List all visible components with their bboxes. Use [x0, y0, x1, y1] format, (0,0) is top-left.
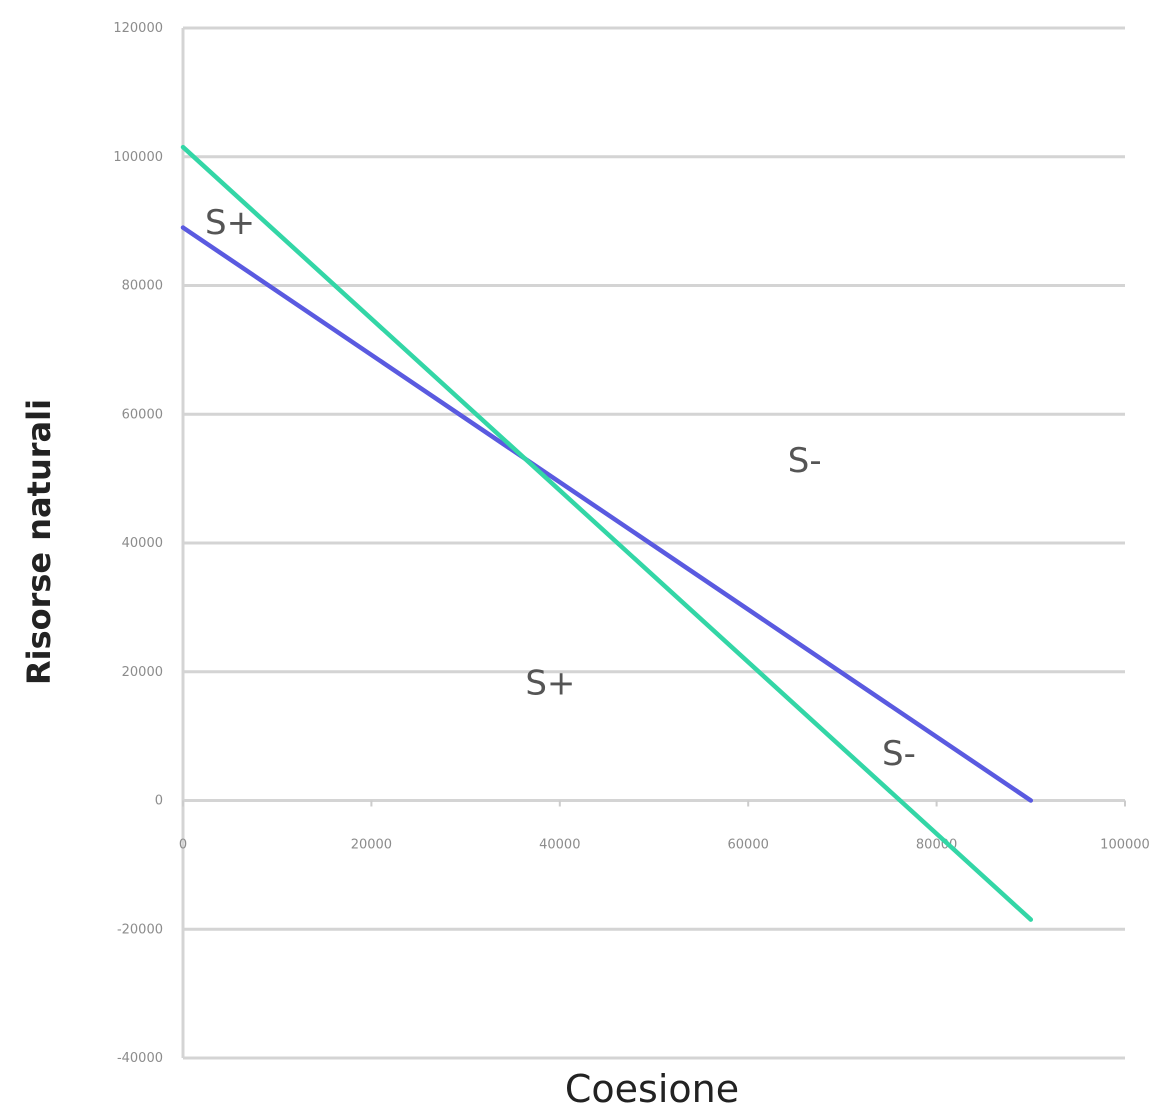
y-axis-title: Risorse naturali [20, 399, 58, 685]
series-lines [180, 144, 1034, 922]
region-label: S+ [205, 203, 255, 243]
y-tick-label: 60000 [122, 407, 163, 422]
x-axis-title: Coesione [565, 1067, 739, 1111]
tick-labels: -40000 -20000 0 20000 40000 60000 80000 100000 1… [113, 21, 1149, 1066]
region-label: S- [788, 441, 822, 481]
series-line-2 [180, 144, 1034, 922]
gridlines [183, 26, 1125, 1060]
region-label: S+ [525, 663, 575, 703]
y-tick-label: 100000 [113, 150, 163, 165]
x-tick-label: 40000 [539, 838, 580, 853]
x-tick-label: 60000 [728, 838, 769, 853]
series-line-1 [180, 225, 1034, 803]
y-tick-label: 80000 [122, 279, 163, 294]
y-tick-label: -40000 [117, 1051, 163, 1066]
y-tick-label: 0 [155, 794, 163, 809]
axes [181, 28, 1126, 1058]
y-tick-label: 40000 [122, 536, 163, 551]
x-tick-label: 100000 [1100, 838, 1150, 853]
x-tick-label: 20000 [351, 838, 392, 853]
y-tick-label: 20000 [122, 665, 163, 680]
region-annotations: S+ S- S+ S- [205, 203, 916, 774]
y-tick-label: 120000 [113, 21, 163, 36]
x-tick-label: 0 [179, 838, 187, 853]
y-tick-label: -20000 [117, 922, 163, 937]
region-label: S- [882, 734, 916, 774]
